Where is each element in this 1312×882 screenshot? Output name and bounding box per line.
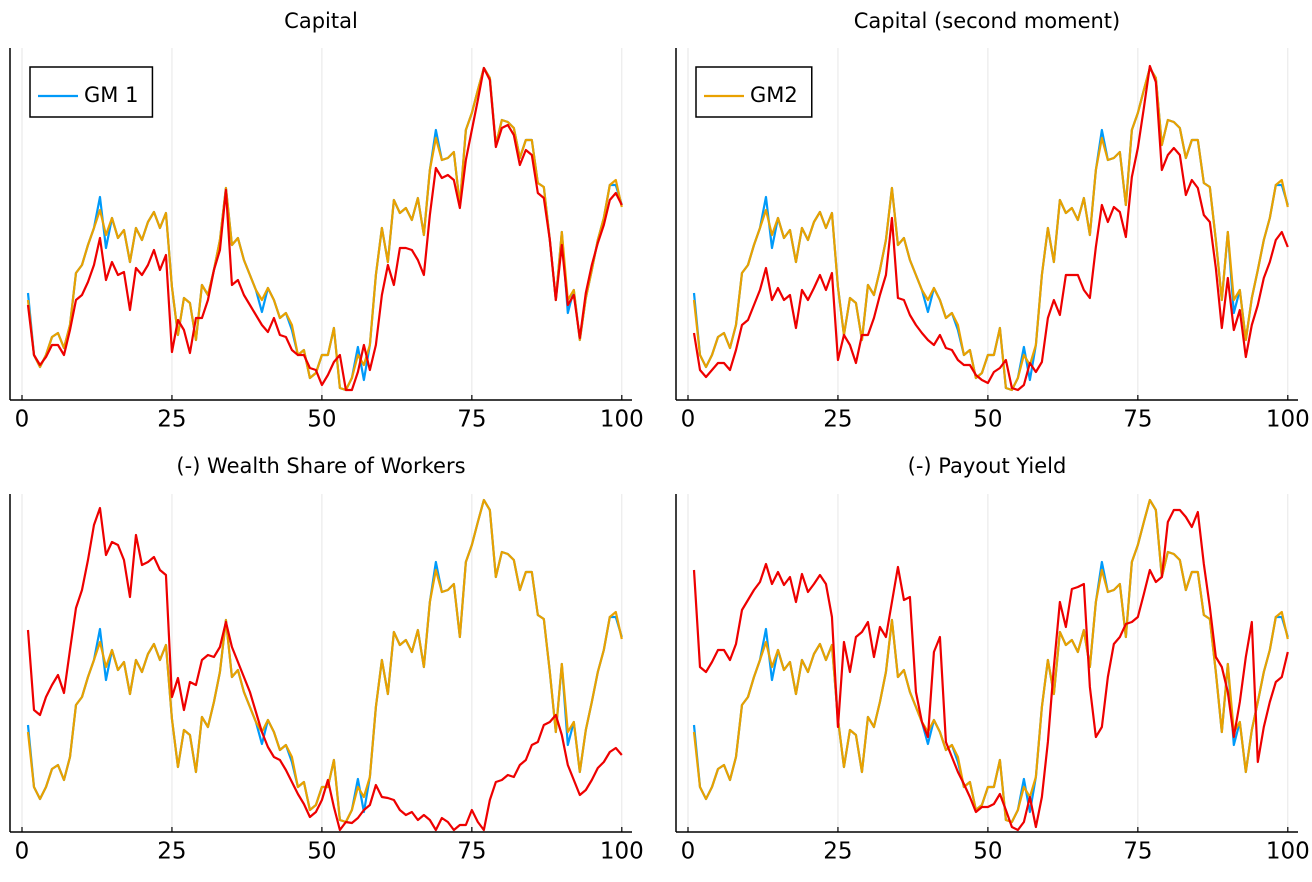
x-tick-label: 25 <box>157 839 186 865</box>
x-tick-label: 0 <box>681 839 696 865</box>
x-tick-label: 50 <box>973 407 1002 433</box>
series-line <box>26 498 623 824</box>
x-tick-label: 0 <box>681 407 696 433</box>
x-tick-label: 100 <box>600 839 644 865</box>
x-tick-label: 100 <box>600 407 644 433</box>
x-tick-label: 0 <box>15 839 30 865</box>
x-tick-label: 75 <box>1123 839 1152 865</box>
series-line <box>26 506 623 832</box>
x-tick-label: 25 <box>823 407 852 433</box>
legend-box <box>29 66 154 118</box>
x-tick-label: 75 <box>1123 407 1152 433</box>
x-tick-label: 0 <box>15 407 30 433</box>
x-tick-label: 75 <box>457 839 486 865</box>
panel-title: (-) Wealth Share of Workers <box>176 454 465 478</box>
series-line <box>692 498 1289 824</box>
x-tick-label: 50 <box>307 407 336 433</box>
series-line <box>692 498 1289 824</box>
x-tick-label: 50 <box>307 839 336 865</box>
series-line <box>692 64 1289 392</box>
legend-label: GM2 <box>750 83 798 107</box>
series-line <box>692 508 1289 832</box>
x-tick-label: 25 <box>823 839 852 865</box>
legend-label: GM 1 <box>84 83 138 107</box>
series-line <box>26 66 623 392</box>
x-tick-label: 100 <box>1266 839 1310 865</box>
x-tick-label: 100 <box>1266 407 1310 433</box>
panel-title: Capital (second moment) <box>854 9 1121 33</box>
panel-title: Capital <box>284 9 358 33</box>
series-line <box>26 498 623 824</box>
series-line <box>692 66 1289 392</box>
panel-title: (-) Payout Yield <box>908 454 1067 478</box>
legend-box <box>695 66 813 118</box>
x-tick-label: 25 <box>157 407 186 433</box>
x-tick-label: 75 <box>457 407 486 433</box>
x-tick-label: 50 <box>973 839 1002 865</box>
series-line <box>26 66 623 392</box>
